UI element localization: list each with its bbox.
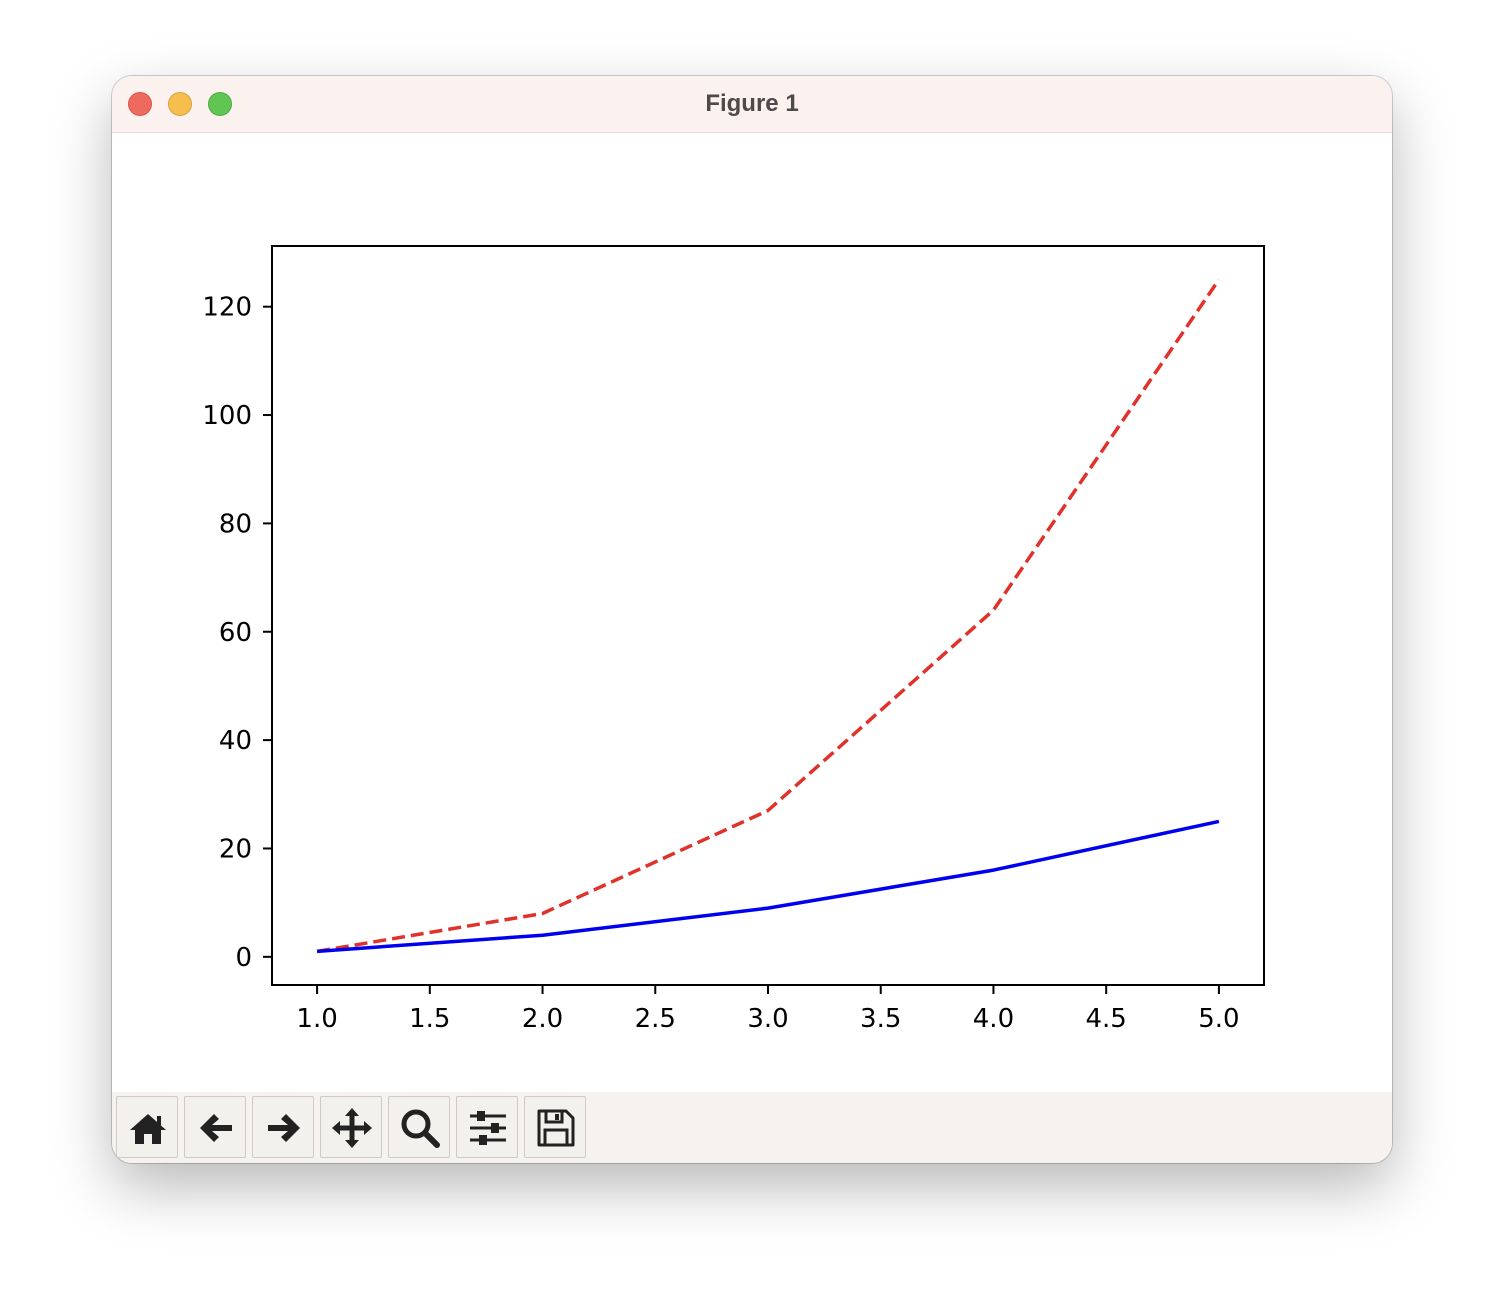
x-tick-label: 4.5 [1086,1004,1127,1034]
series-line-1 [316,278,1221,954]
x-tick-label: 3.5 [860,1004,901,1034]
zoom-window-button[interactable] [208,92,232,116]
y-tick-label: 0 [235,943,252,973]
configure-subplots-button[interactable] [456,1096,518,1158]
minimize-window-button[interactable] [168,92,192,116]
y-tick-label: 80 [219,509,252,539]
y-tick-label: 100 [202,401,252,431]
y-tick-label: 120 [202,293,252,323]
axes-frame [271,245,1265,986]
search-icon [401,1109,440,1148]
x-tick-label: 2.0 [522,1004,563,1034]
x-tick-label: 3.0 [747,1004,788,1034]
window-title: Figure 1 [705,90,799,117]
x-tick-label: 5.0 [1198,1004,1239,1034]
navigation-toolbar [112,1092,1392,1163]
sliders-icon [470,1111,506,1145]
arrow-right-icon [268,1114,300,1142]
pan-button[interactable] [320,1096,382,1158]
x-tick-label: 1.5 [409,1004,450,1034]
figure-canvas[interactable]: 1.0 1.5 2.0 2.5 3.0 3.5 4.0 4.5 5.0 0 20 40 60 80 100 1… [112,133,1392,1092]
save-button[interactable] [524,1096,586,1158]
y-tick-label: 20 [219,834,252,864]
move-icon [332,1108,372,1148]
zoom-button[interactable] [388,1096,450,1158]
home-button[interactable] [116,1096,178,1158]
figure-window: Figure 1 1.0 1.5 2.0 2.5 3.0 3.5 4.0 4.5 5.0 0 20 4… [112,76,1392,1163]
arrow-left-icon [200,1114,232,1142]
x-tick-label: 2.5 [635,1004,676,1034]
x-tick-label: 4.0 [973,1004,1014,1034]
series-line-2 [316,819,1220,954]
y-tick-label: 40 [219,726,252,756]
y-tick-label: 60 [219,618,252,648]
line-chart: 1.0 1.5 2.0 2.5 3.0 3.5 4.0 4.5 5.0 0 20 40 60 80 100 1… [202,245,1265,1034]
back-button[interactable] [184,1096,246,1158]
floppy-disk-icon [537,1109,575,1147]
close-window-button[interactable] [128,92,152,116]
title-bar[interactable]: Figure 1 [112,76,1392,133]
x-tick-label: 1.0 [296,1004,337,1034]
forward-button[interactable] [252,1096,314,1158]
home-icon [130,1114,166,1144]
